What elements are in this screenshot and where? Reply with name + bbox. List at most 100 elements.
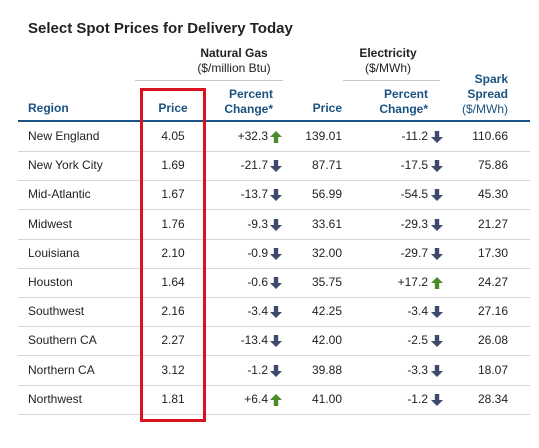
gas-price-value: 2.10 (161, 245, 185, 260)
arrow-down-icon (431, 189, 443, 202)
column-header-electricity-price: Price (312, 101, 342, 115)
electricity-percent-change: -17.5 (400, 158, 428, 173)
region-name: Northern CA (28, 362, 95, 377)
arrow-up-icon (431, 277, 443, 289)
electricity-price-value: 39.88 (311, 362, 342, 377)
natural-gas-unit: ($/million Btu) (197, 61, 271, 75)
electricity-price-value: 56.99 (311, 187, 342, 202)
arrow-down-icon (270, 218, 282, 231)
table-row: Midwest 1.76 -9.3 33.61 -29.3 21.27 (18, 210, 530, 240)
electricity-percent-change: -3.3 (407, 362, 428, 377)
arrow-down-icon (270, 306, 282, 319)
spark-spread-value: 18.07 (477, 362, 508, 377)
gas-percent-change: -3.4 (247, 304, 268, 319)
arrow-down-icon (270, 335, 282, 348)
table-row: Northwest 1.81 +6.4 41.00 -1.2 28.34 (18, 385, 530, 415)
gas-price-value: 1.69 (161, 158, 185, 173)
gas-percent-change: +32.3 (237, 129, 268, 143)
spark-spread-value: 21.27 (477, 216, 508, 231)
electricity-percent-change: -11.2 (401, 129, 428, 143)
region-name: Midwest (28, 216, 73, 231)
header-line: Change* (224, 102, 273, 116)
region-name: Mid-Atlantic (28, 187, 91, 202)
electricity-percent-change: -29.3 (400, 216, 428, 231)
arrow-down-icon (431, 218, 443, 231)
gas-percent-change: -9.3 (247, 216, 268, 231)
arrow-down-icon (270, 277, 282, 289)
column-header-gas-percent-change: Percent Change* (219, 87, 273, 117)
natural-gas-group-divider (135, 80, 283, 81)
region-name: Northwest (28, 391, 83, 406)
spark-spread-value: 28.34 (477, 391, 508, 406)
gas-price-value: 1.76 (161, 216, 185, 231)
gas-percent-change: -0.9 (247, 245, 268, 260)
arrow-down-icon (431, 131, 443, 143)
arrow-down-icon (270, 247, 282, 260)
electricity-percent-change: -54.5 (400, 187, 428, 202)
arrow-up-icon (270, 131, 282, 143)
arrow-up-icon (270, 393, 282, 406)
electricity-price-value: 35.75 (311, 275, 342, 289)
gas-percent-change: -1.2 (247, 362, 268, 377)
spark-spread-value: 27.16 (477, 304, 508, 319)
arrow-down-icon (431, 306, 443, 319)
table-row: Southern CA 2.27 -13.4 42.00 -2.5 26.08 (18, 326, 530, 357)
spark-spread-value: 24.27 (477, 275, 508, 289)
region-name: New York City (28, 158, 103, 173)
electricity-price-value: 33.61 (311, 216, 342, 231)
column-header-spark-spread: Spark Spread ($/MWh) (450, 72, 508, 117)
gas-price-value: 4.05 (161, 129, 185, 143)
spark-spread-value: 75.86 (477, 158, 508, 173)
arrow-down-icon (431, 364, 443, 377)
arrow-down-icon (270, 364, 282, 377)
column-header-region: Region (28, 101, 69, 115)
electricity-percent-change: -3.4 (407, 304, 428, 319)
page-title: Select Spot Prices for Delivery Today (28, 20, 293, 37)
electricity-price-value: 41.00 (311, 391, 342, 406)
gas-price-value: 1.81 (161, 391, 185, 406)
gas-price-value: 2.27 (161, 333, 185, 348)
electricity-percent-change: +17.2 (397, 275, 428, 289)
arrow-down-icon (431, 160, 443, 173)
electricity-price-value: 87.71 (311, 158, 342, 173)
spark-spread-value: 45.30 (477, 187, 508, 202)
electricity-price-value: 32.00 (311, 245, 342, 260)
table-row: Houston 1.64 -0.6 35.75 +17.2 24.27 (18, 268, 530, 298)
header-line: Percent (383, 87, 428, 101)
gas-price-value: 3.12 (161, 362, 185, 377)
electricity-price-value: 139.01 (305, 129, 342, 143)
header-line: Percent (228, 87, 273, 101)
natural-gas-group-header: Natural Gas ($/million Btu) (160, 46, 308, 76)
electricity-price-value: 42.25 (311, 304, 342, 319)
header-line: Change* (379, 102, 428, 116)
table-row: Southwest 2.16 -3.4 42.25 -3.4 27.16 (18, 297, 530, 328)
header-divider (18, 120, 530, 122)
electricity-label: Electricity (359, 46, 417, 60)
region-name: Southwest (28, 304, 85, 319)
electricity-group-header: Electricity ($/MWh) (338, 46, 438, 76)
gas-percent-change: +6.4 (244, 391, 268, 406)
region-name: Southern CA (28, 333, 97, 348)
electricity-percent-change: -29.7 (400, 245, 428, 260)
electricity-percent-change: -1.2 (407, 391, 428, 406)
arrow-down-icon (431, 335, 443, 348)
table-row: Northern CA 3.12 -1.2 39.88 -3.3 18.07 (18, 356, 530, 386)
electricity-price-value: 42.00 (311, 333, 342, 348)
spark-spread-value: 110.66 (472, 129, 508, 143)
spark-spread-value: 17.30 (477, 245, 508, 260)
table-row: Louisiana 2.10 -0.9 32.00 -29.7 17.30 (18, 239, 530, 269)
natural-gas-label: Natural Gas (200, 46, 268, 60)
arrow-down-icon (270, 189, 282, 202)
electricity-percent-change: -2.5 (407, 333, 428, 348)
header-unit: ($/MWh) (462, 102, 508, 116)
gas-price-value: 1.67 (161, 187, 185, 202)
gas-percent-change: -0.6 (247, 275, 268, 289)
region-name: Houston (28, 275, 73, 289)
gas-price-value: 2.16 (161, 304, 185, 319)
gas-percent-change: -13.4 (240, 333, 268, 348)
region-name: Louisiana (28, 245, 80, 260)
gas-percent-change: -13.7 (240, 187, 268, 202)
region-name: New England (28, 129, 100, 143)
gas-percent-change: -21.7 (240, 158, 268, 173)
